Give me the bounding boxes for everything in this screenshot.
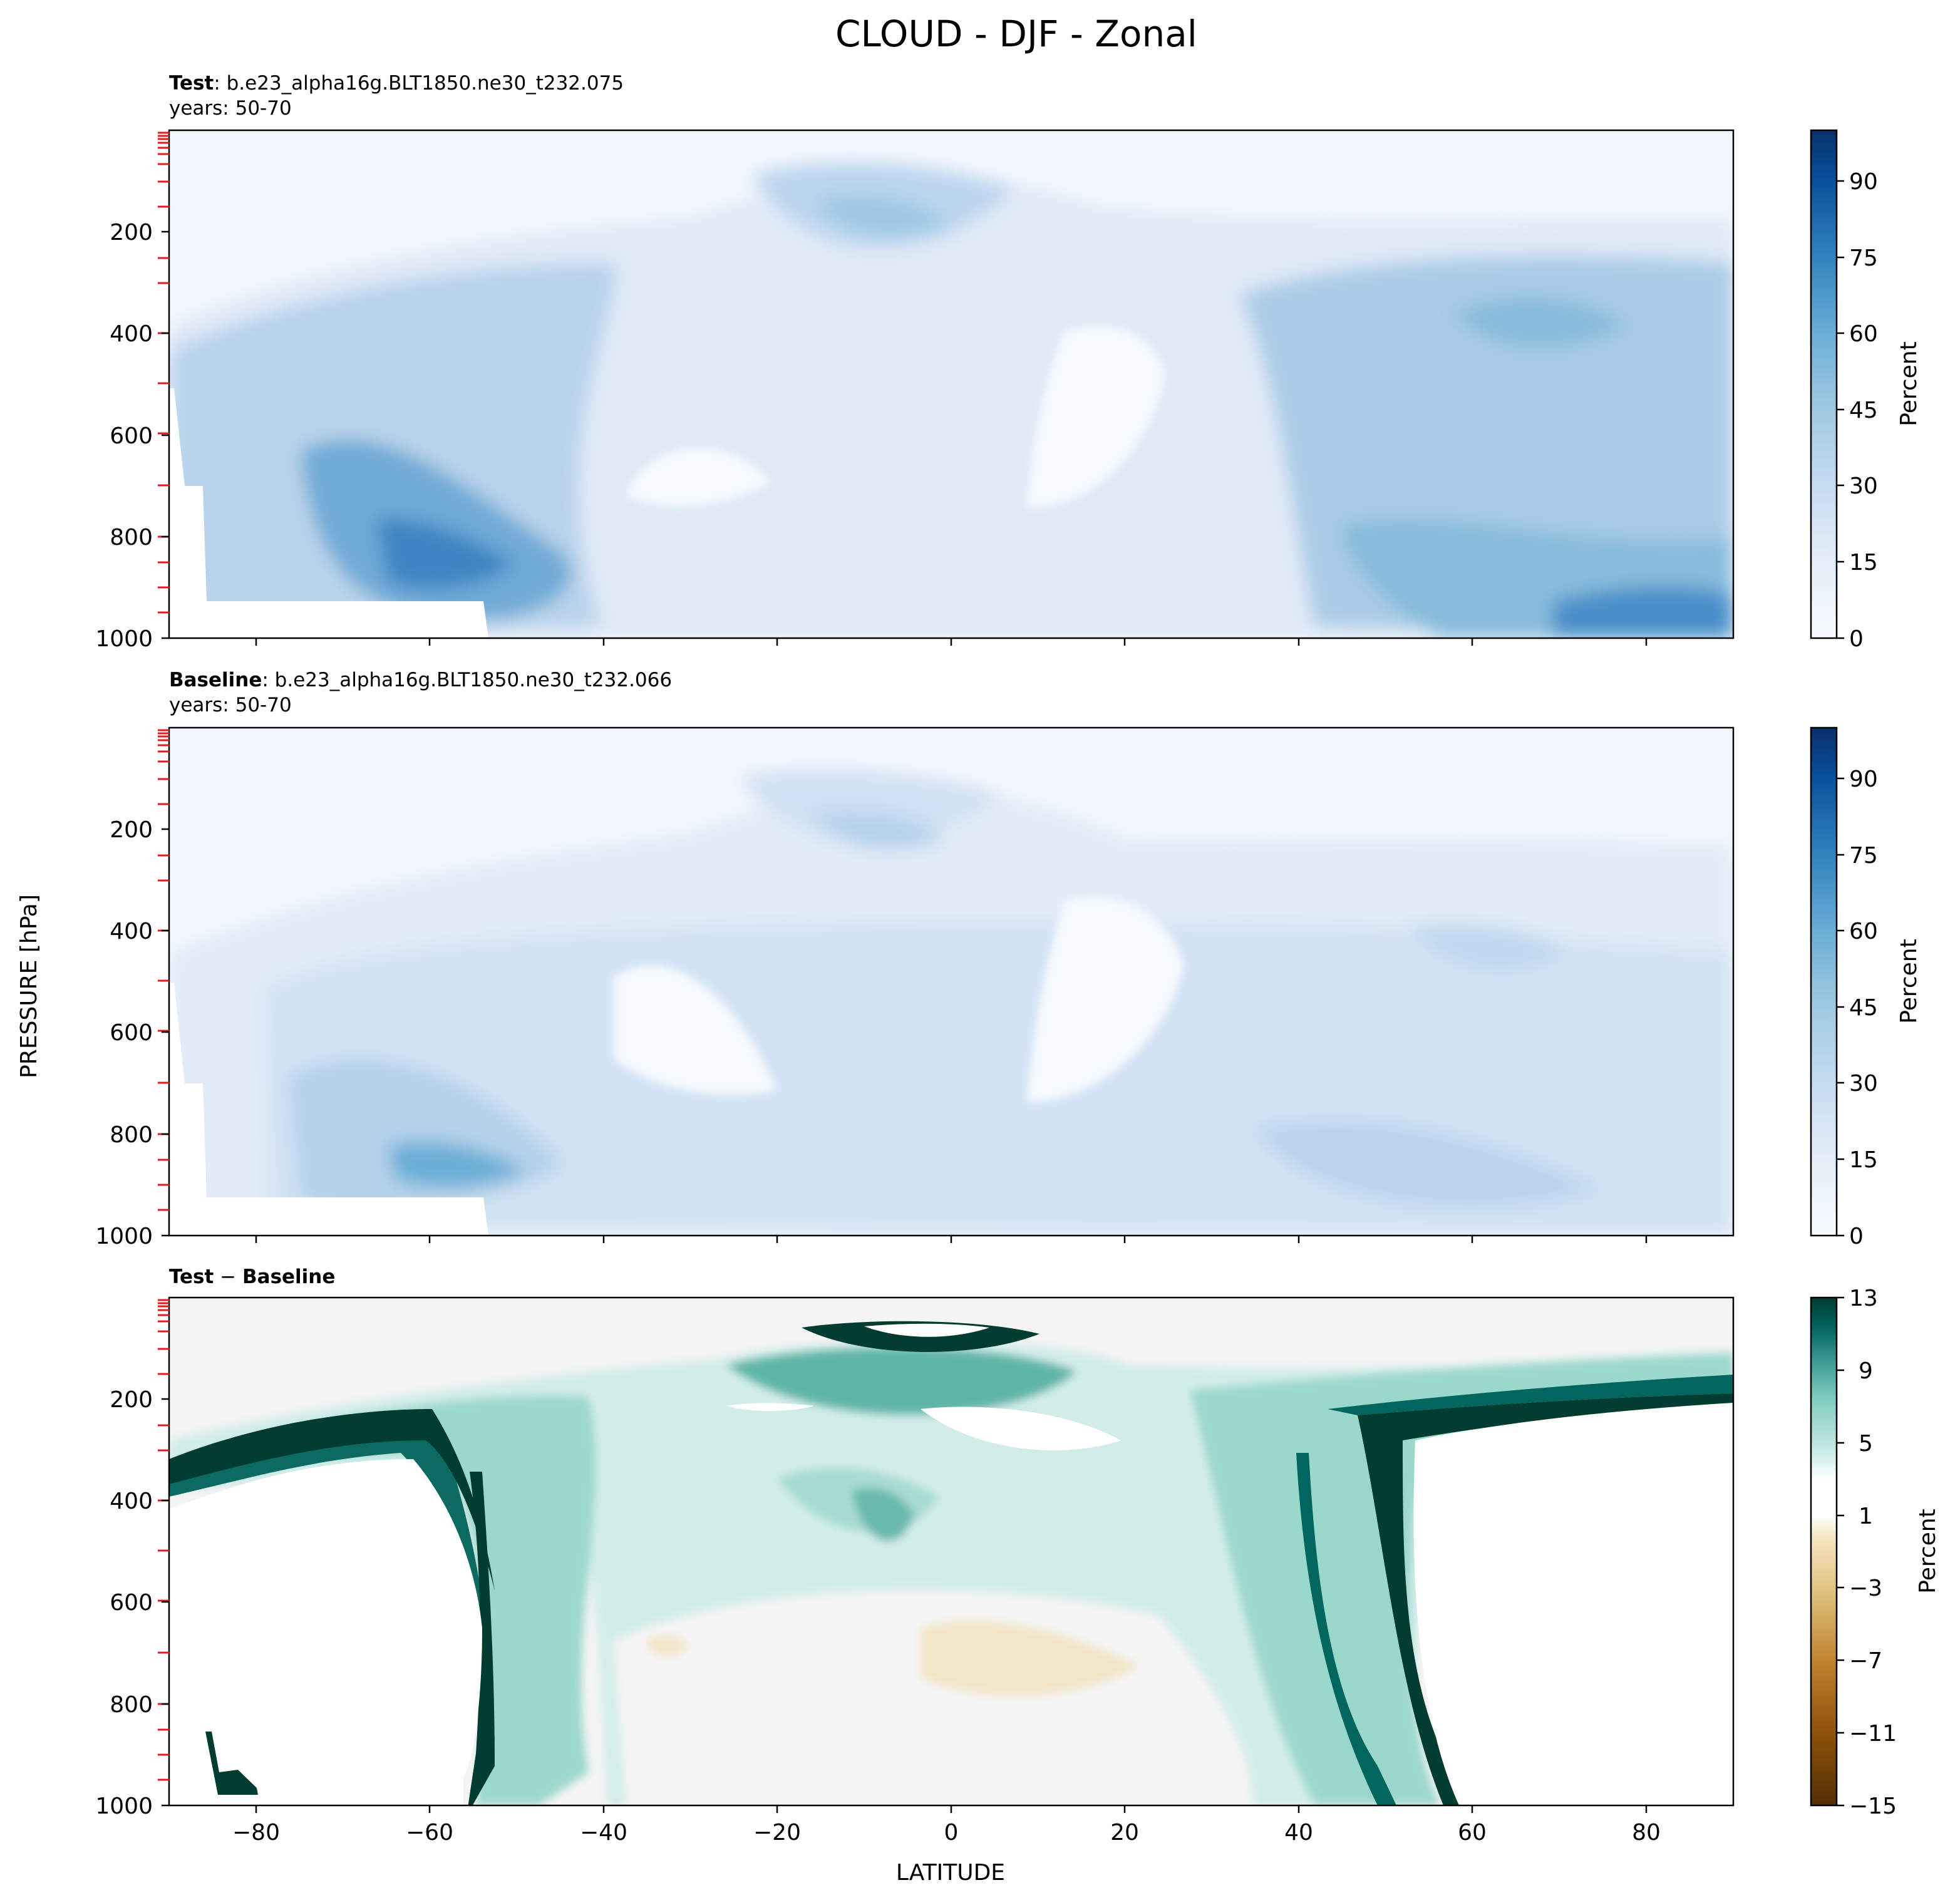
colorbar-tick-label: −3: [1849, 1576, 1882, 1601]
y-tick-label: 1000: [95, 1224, 153, 1249]
colorbar-tick-label: −11: [1849, 1721, 1897, 1747]
panel-baseline-title: Baseline: b.e23_alpha16g.BLT1850.ne30_t2…: [169, 669, 672, 691]
x-tick-label: −80: [232, 1820, 280, 1846]
colorbar-tick-label: 90: [1849, 169, 1878, 195]
panel-diff-title-baseline: Baseline: [242, 1266, 335, 1288]
panel-diff: Test − Baseline: [95, 1266, 1941, 1846]
y-tick-labels-test: 200 400 600 800 1000: [95, 220, 153, 652]
colorbar-test: 0 15 30 45 60 75 90 Percent: [1810, 129, 1922, 652]
colorbar-tick-label: 75: [1849, 245, 1878, 271]
colorbar-tick-label: −7: [1849, 1648, 1882, 1674]
panel-test-years: years: 50-70: [169, 97, 292, 120]
colorbar-tick-label: 45: [1849, 398, 1878, 423]
colorbar-tick-label: 60: [1849, 919, 1878, 944]
colorbar-tick-label: 75: [1849, 843, 1878, 869]
x-tick-label: 60: [1458, 1820, 1487, 1846]
panel-test-title: Test: b.e23_alpha16g.BLT1850.ne30_t232.0…: [169, 72, 624, 95]
colorbar-tick-label: 45: [1849, 995, 1878, 1021]
model-level-marks-diff: [158, 1299, 169, 1781]
y-tick-label: 800: [110, 1122, 153, 1148]
colorbar-baseline: 0 15 30 45 60 75 90 Percent: [1810, 726, 1922, 1249]
colorbar-tick-label: 0: [1849, 1224, 1864, 1249]
x-tick-label: 20: [1110, 1820, 1139, 1846]
contour-field-diff: [169, 1298, 1733, 1805]
model-level-marks-baseline: [158, 729, 169, 1211]
x-tick-labels-diff: −80 −60 −40 −20 0 20 40 60 80: [232, 1820, 1661, 1846]
y-tick-label: 800: [110, 525, 153, 550]
colorbar-tick-label: 15: [1849, 550, 1878, 576]
y-tick-label: 400: [110, 919, 153, 944]
y-tick-label: 200: [110, 220, 153, 245]
y-tick-label: 800: [110, 1692, 153, 1718]
y-tick-labels-baseline: 200 400 600 800 1000: [95, 817, 153, 1249]
colorbar-tick-label: 1: [1859, 1504, 1873, 1529]
x-tick-label: 0: [944, 1820, 959, 1846]
shared-y-label: PRESSURE [hPa]: [16, 894, 42, 1078]
contour-field-test: [169, 130, 1733, 638]
colorbar-diff: −15 −11 −7 −3 1 5 9 13 Percent: [1810, 1286, 1941, 1819]
colorbar-tick-label: 30: [1849, 1071, 1878, 1097]
colorbar-tick-label: 15: [1849, 1147, 1878, 1173]
x-tick-label: −60: [406, 1820, 453, 1846]
colorbar-tick-label: 60: [1849, 321, 1878, 347]
y-tick-label: 1000: [95, 626, 153, 652]
colorbar-tick-label: −15: [1849, 1794, 1897, 1819]
colorbar-tick-label: 30: [1849, 473, 1878, 499]
x-tick-label: −20: [753, 1820, 801, 1846]
y-axis-test: [162, 230, 169, 639]
colorbar-tick-label: 90: [1849, 767, 1878, 792]
colorbar-label-baseline: Percent: [1896, 939, 1922, 1023]
panel-diff-title-test: Test: [169, 1266, 214, 1288]
y-tick-label: 1000: [95, 1794, 153, 1819]
panel-diff-title-sep: −: [214, 1266, 242, 1288]
x-axis-test: [255, 638, 1648, 646]
y-tick-label: 200: [110, 1387, 153, 1413]
y-tick-label: 200: [110, 817, 153, 843]
y-tick-label: 600: [110, 1590, 153, 1616]
x-axis-baseline: [255, 1236, 1648, 1243]
y-axis-diff: [162, 1398, 169, 1807]
figure-title: CLOUD - DJF - Zonal: [835, 13, 1197, 55]
y-tick-label: 400: [110, 1489, 153, 1514]
contour-field-baseline: [169, 728, 1733, 1236]
model-level-marks-test: [158, 132, 169, 614]
panel-test: Test: b.e23_alpha16g.BLT1850.ne30_t232.0…: [95, 72, 1922, 652]
y-axis-baseline: [162, 828, 169, 1237]
colorbar-tick-label: 0: [1849, 626, 1864, 652]
panel-test-title-run: : b.e23_alpha16g.BLT1850.ne30_t232.075: [214, 72, 624, 95]
y-tick-label: 600: [110, 1020, 153, 1046]
panel-diff-title: Test − Baseline: [169, 1266, 335, 1288]
panel-baseline: Baseline: b.e23_alpha16g.BLT1850.ne30_t2…: [95, 669, 1922, 1249]
colorbar-tick-label: 5: [1859, 1431, 1873, 1457]
y-tick-label: 400: [110, 321, 153, 347]
panel-test-title-bold: Test: [169, 72, 214, 95]
colorbar-label-test: Percent: [1896, 341, 1922, 426]
x-axis-diff: [255, 1805, 1648, 1813]
panel-baseline-title-bold: Baseline: [169, 669, 262, 691]
x-tick-label: −40: [580, 1820, 627, 1846]
x-tick-label: 40: [1284, 1820, 1313, 1846]
y-tick-label: 600: [110, 423, 153, 449]
panel-baseline-title-run: : b.e23_alpha16g.BLT1850.ne30_t232.066: [262, 669, 672, 691]
colorbar-tick-label: 13: [1849, 1286, 1878, 1311]
x-tick-label: 80: [1632, 1820, 1661, 1846]
panel-baseline-years: years: 50-70: [169, 694, 292, 716]
colorbar-label-diff: Percent: [1915, 1509, 1941, 1593]
y-tick-labels-diff: 200 400 600 800 1000: [95, 1387, 153, 1819]
colorbar-tick-label: 9: [1859, 1358, 1873, 1384]
shared-x-label: LATITUDE: [896, 1860, 1005, 1886]
